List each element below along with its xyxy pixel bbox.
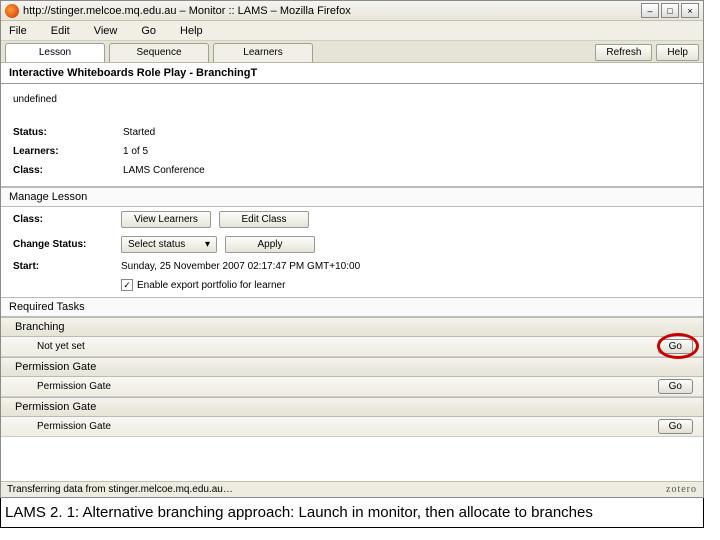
- change-status-row: Change Status: Select status ▾ Apply: [1, 232, 703, 257]
- start-value: Sunday, 25 November 2007 02:17:47 PM GMT…: [121, 261, 360, 272]
- view-learners-button[interactable]: View Learners: [121, 211, 211, 228]
- close-button[interactable]: ×: [681, 3, 699, 18]
- task-row: Permission Gate Go: [1, 377, 703, 397]
- class-value: LAMS Conference: [123, 165, 205, 176]
- required-tasks-list: Branching Not yet set Go Permission Gate…: [1, 317, 703, 437]
- maximize-button[interactable]: □: [661, 3, 679, 18]
- task-label: Permission Gate: [37, 381, 658, 392]
- menu-file[interactable]: File: [9, 25, 27, 37]
- status-text: Transferring data from stinger.melcoe.mq…: [7, 484, 233, 495]
- class-label: Class:: [13, 165, 123, 176]
- tab-lesson[interactable]: Lesson: [5, 43, 105, 62]
- menu-help[interactable]: Help: [180, 25, 203, 37]
- firefox-icon: [5, 4, 19, 18]
- task-group-permission-gate-2: Permission Gate: [1, 397, 703, 417]
- menu-edit[interactable]: Edit: [51, 25, 70, 37]
- figure-caption: LAMS 2. 1: Alternative branching approac…: [0, 498, 704, 528]
- menubar: File Edit View Go Help: [1, 21, 703, 41]
- lesson-title: Interactive Whiteboards Role Play - Bran…: [1, 63, 703, 84]
- tab-sequence[interactable]: Sequence: [109, 43, 209, 62]
- tabbar: Lesson Sequence Learners Refresh Help: [1, 41, 703, 63]
- go-button-branching[interactable]: Go: [658, 339, 693, 354]
- apply-button[interactable]: Apply: [225, 236, 315, 253]
- status-select[interactable]: Select status ▾: [121, 236, 217, 253]
- export-checkbox[interactable]: ✓: [121, 279, 133, 291]
- start-label: Start:: [13, 261, 113, 272]
- statusbar: Transferring data from stinger.melcoe.mq…: [1, 481, 703, 497]
- learners-label: Learners:: [13, 146, 123, 157]
- app-title-text: Monitor :: LAMS: [189, 5, 268, 17]
- learners-value: 1 of 5: [123, 146, 148, 157]
- export-checkbox-label: Enable export portfolio for learner: [137, 280, 285, 291]
- task-label: Permission Gate: [37, 421, 658, 432]
- zotero-label[interactable]: zotero: [666, 484, 697, 495]
- task-row: Not yet set Go: [1, 337, 703, 357]
- status-value: Started: [123, 127, 155, 138]
- export-row: ✓ Enable export portfolio for learner: [1, 276, 703, 297]
- tab-learners[interactable]: Learners: [213, 43, 313, 62]
- manage-class-row: Class: View Learners Edit Class: [1, 207, 703, 232]
- task-group-permission-gate-1: Permission Gate: [1, 357, 703, 377]
- menu-view[interactable]: View: [94, 25, 118, 37]
- lesson-description: undefined: [13, 94, 57, 105]
- window-title: http://stinger.melcoe.mq.edu.au – Monito…: [23, 5, 641, 17]
- menu-go[interactable]: Go: [141, 25, 156, 37]
- go-button[interactable]: Go: [658, 419, 693, 434]
- start-row: Start: Sunday, 25 November 2007 02:17:47…: [1, 257, 703, 276]
- refresh-button[interactable]: Refresh: [595, 44, 652, 61]
- manage-class-label: Class:: [13, 214, 113, 225]
- task-label: Not yet set: [37, 341, 658, 352]
- required-tasks-heading: Required Tasks: [1, 297, 703, 317]
- browser-window: http://stinger.melcoe.mq.edu.au – Monito…: [0, 0, 704, 498]
- status-label: Status:: [13, 127, 123, 138]
- content-area: Interactive Whiteboards Role Play - Bran…: [1, 63, 703, 481]
- titlebar: http://stinger.melcoe.mq.edu.au – Monito…: [1, 1, 703, 21]
- browser-name-text: Mozilla Firefox: [280, 5, 351, 17]
- task-row: Permission Gate Go: [1, 417, 703, 437]
- window-controls: – □ ×: [641, 3, 699, 18]
- manage-lesson-heading: Manage Lesson: [1, 187, 703, 207]
- lesson-info: undefined Status: Started Learners: 1 of…: [1, 84, 703, 187]
- chevron-down-icon: ▾: [205, 239, 210, 250]
- edit-class-button[interactable]: Edit Class: [219, 211, 309, 228]
- task-group-branching: Branching: [1, 317, 703, 337]
- help-button[interactable]: Help: [656, 44, 699, 61]
- go-button[interactable]: Go: [658, 379, 693, 394]
- change-status-label: Change Status:: [13, 239, 113, 250]
- status-select-text: Select status: [128, 239, 185, 250]
- url-text: http://stinger.melcoe.mq.edu.au: [23, 5, 176, 17]
- minimize-button[interactable]: –: [641, 3, 659, 18]
